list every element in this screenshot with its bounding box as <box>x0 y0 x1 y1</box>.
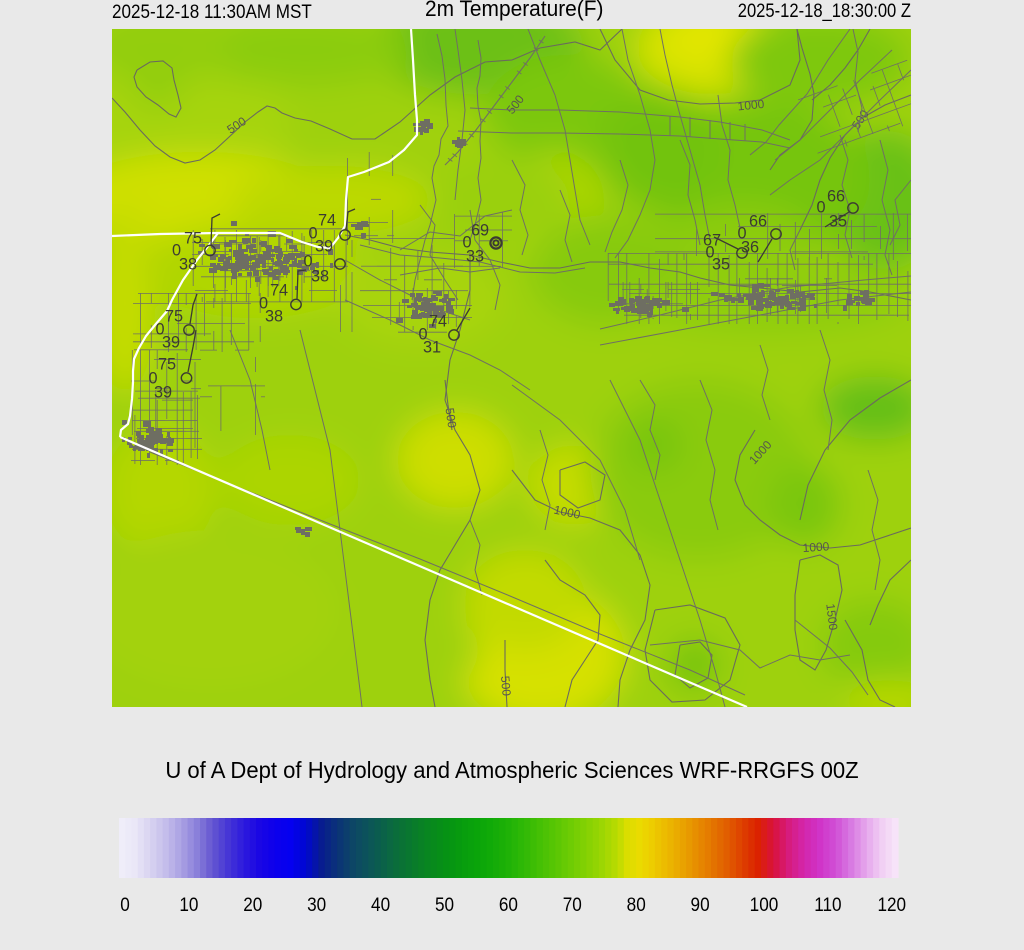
svg-text:0: 0 <box>705 243 714 261</box>
svg-text:1000: 1000 <box>802 539 830 555</box>
svg-text:0: 0 <box>462 233 471 251</box>
svg-text:0: 0 <box>816 198 825 216</box>
svg-text:38: 38 <box>265 307 283 325</box>
svg-text:500: 500 <box>498 675 514 696</box>
svg-text:80: 80 <box>627 893 646 915</box>
svg-text:0: 0 <box>148 369 157 387</box>
svg-text:0: 0 <box>418 325 427 343</box>
svg-text:60: 60 <box>499 893 518 915</box>
svg-text:74: 74 <box>318 211 336 229</box>
svg-text:100: 100 <box>750 893 779 915</box>
svg-text:31: 31 <box>423 338 441 356</box>
svg-text:30: 30 <box>307 893 326 915</box>
svg-text:39: 39 <box>162 333 180 351</box>
svg-text:66: 66 <box>827 187 845 205</box>
svg-text:75: 75 <box>184 229 202 247</box>
svg-text:110: 110 <box>814 893 841 915</box>
svg-text:75: 75 <box>165 307 183 325</box>
svg-text:75: 75 <box>158 355 176 373</box>
svg-text:0: 0 <box>172 241 181 259</box>
svg-text:500: 500 <box>442 407 459 429</box>
svg-text:20: 20 <box>243 893 262 915</box>
svg-text:0: 0 <box>155 320 164 338</box>
svg-text:36: 36 <box>741 238 759 256</box>
svg-text:120: 120 <box>877 893 906 915</box>
svg-text:0: 0 <box>120 893 130 915</box>
svg-text:10: 10 <box>179 893 198 915</box>
svg-text:67: 67 <box>703 231 721 249</box>
svg-text:40: 40 <box>371 893 390 915</box>
svg-text:69: 69 <box>471 221 489 239</box>
svg-text:38: 38 <box>179 255 197 273</box>
svg-text:39: 39 <box>154 383 172 401</box>
svg-text:0: 0 <box>737 224 746 242</box>
svg-text:33: 33 <box>466 247 484 265</box>
svg-text:35: 35 <box>712 255 730 273</box>
svg-text:0: 0 <box>308 224 317 242</box>
svg-text:1000: 1000 <box>553 503 582 522</box>
svg-text:90: 90 <box>691 893 710 915</box>
svg-text:35: 35 <box>829 212 847 230</box>
svg-text:50: 50 <box>435 893 454 915</box>
svg-text:70: 70 <box>563 893 582 915</box>
svg-text:39: 39 <box>315 237 333 255</box>
svg-text:0: 0 <box>303 252 312 270</box>
svg-text:1000: 1000 <box>737 97 765 114</box>
svg-text:38: 38 <box>311 267 329 285</box>
svg-text:1500: 1500 <box>823 603 840 632</box>
svg-text:0: 0 <box>259 294 268 312</box>
svg-text:74: 74 <box>270 281 288 299</box>
svg-text:66: 66 <box>749 212 767 230</box>
svg-text:74: 74 <box>429 312 447 330</box>
